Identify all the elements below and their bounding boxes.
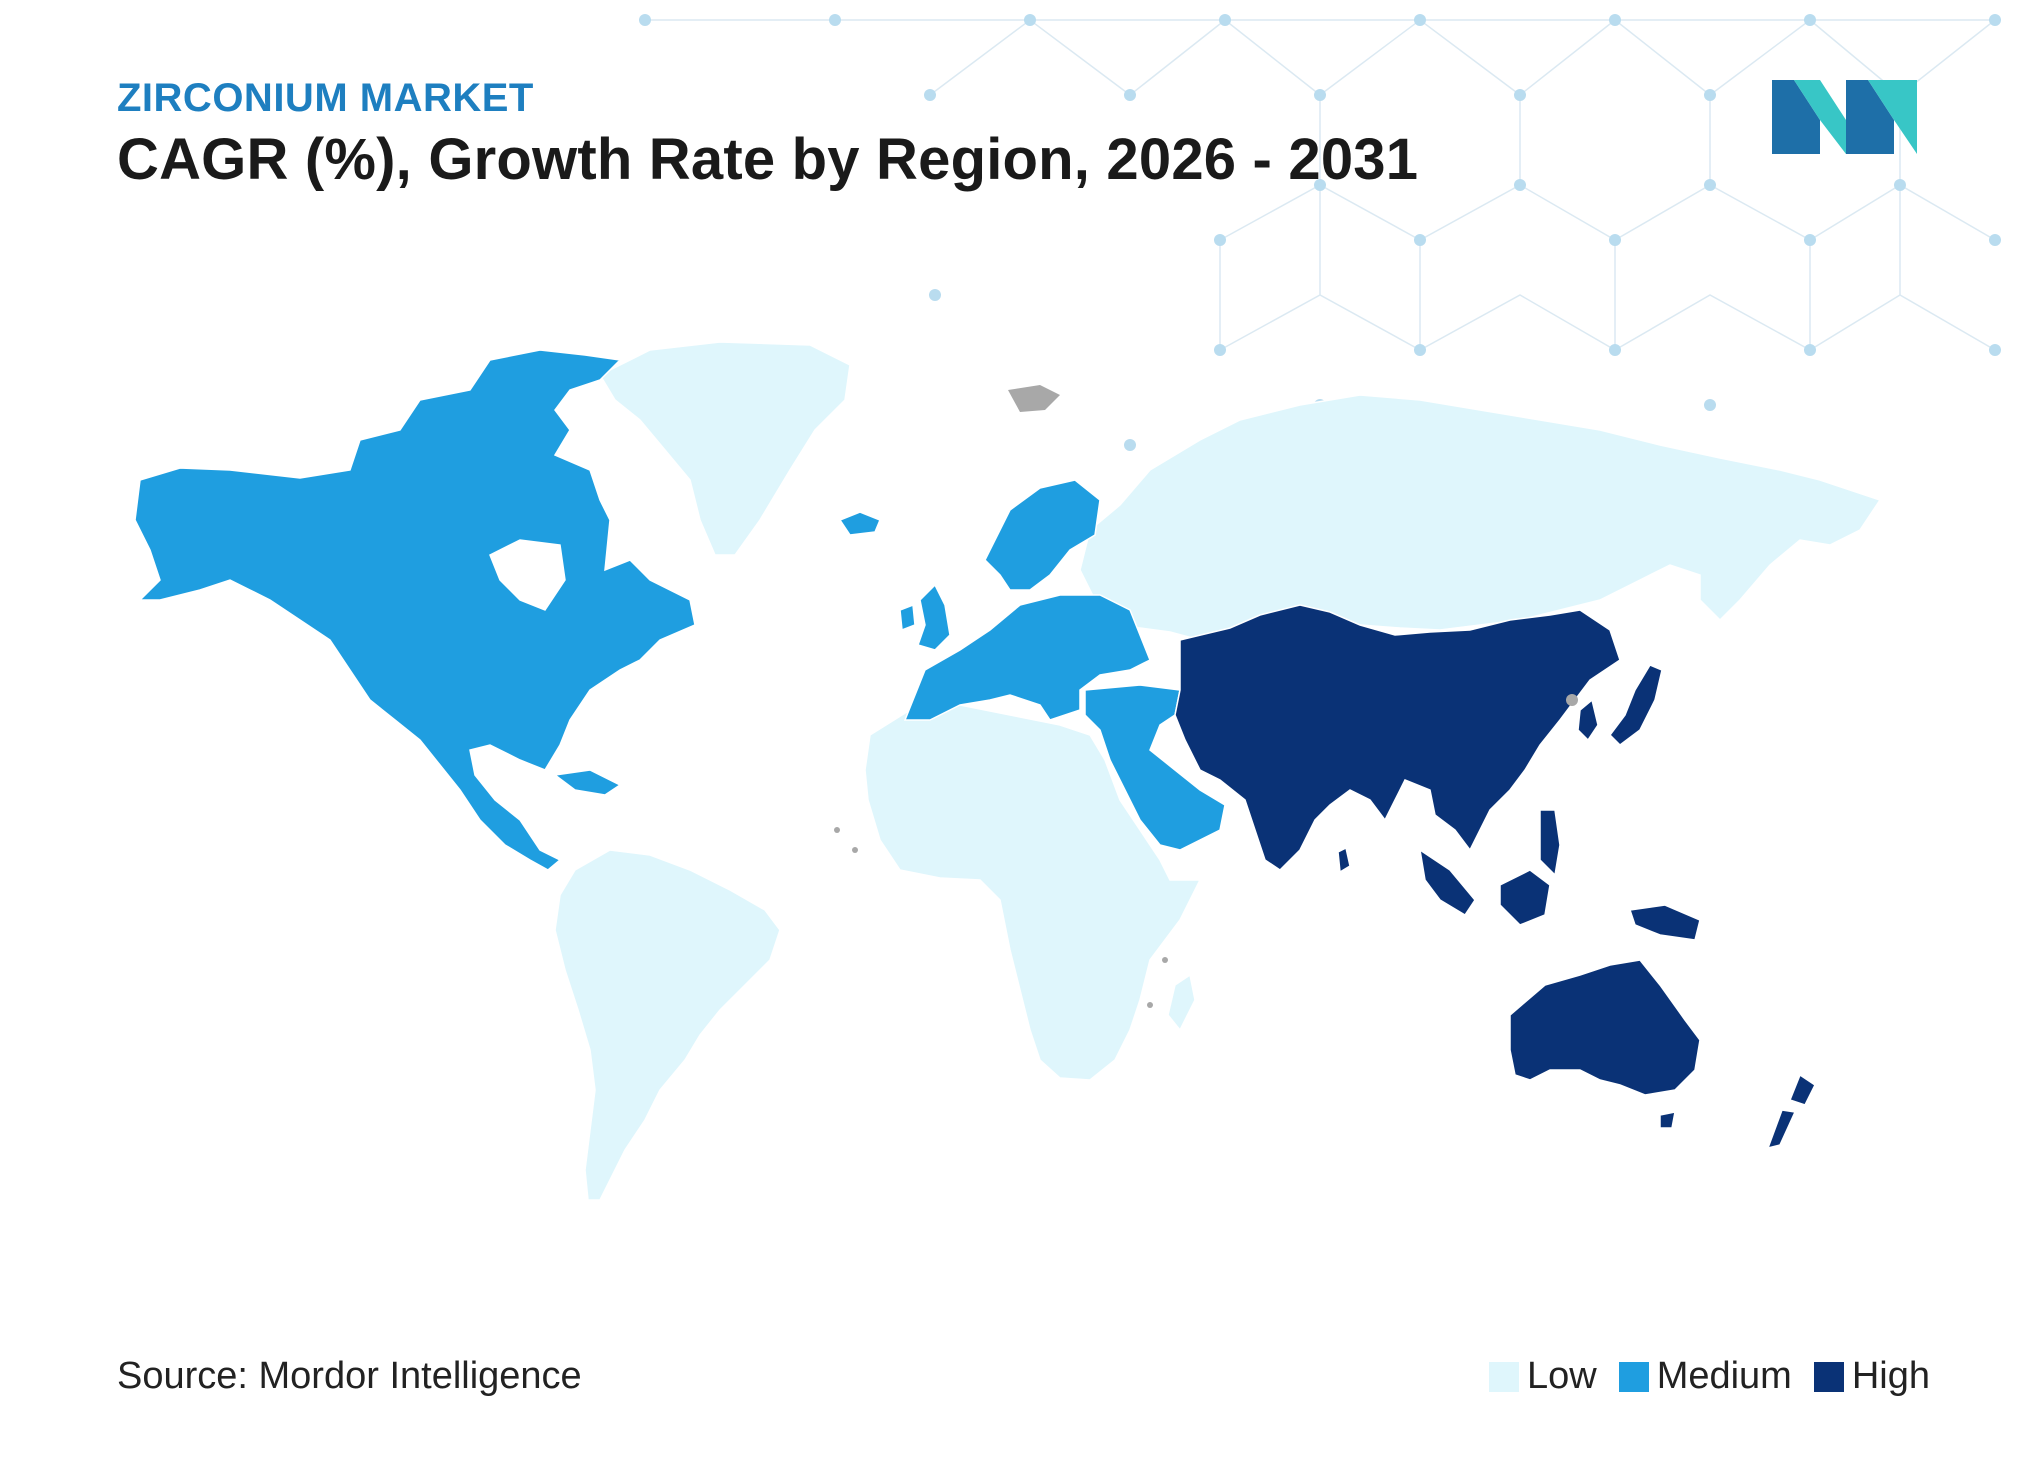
region-low <box>554 341 1882 1201</box>
russia <box>1079 394 1882 641</box>
region-medium <box>134 349 1226 871</box>
legend-label-medium: Medium <box>1656 1355 1792 1397</box>
madagascar <box>1167 973 1196 1032</box>
africa <box>864 704 1202 1081</box>
caribbean <box>553 769 622 796</box>
hudson-bay <box>489 539 566 611</box>
legend-label-high: High <box>1851 1355 1930 1397</box>
source-note: Source: Mordor Intelligence <box>117 1355 582 1397</box>
borneo <box>1499 869 1551 926</box>
legend-item-low: Low <box>1488 1355 1597 1398</box>
south-america <box>554 849 781 1201</box>
iceland <box>838 511 881 536</box>
decorative-dots <box>639 14 2001 451</box>
new-zealand-south <box>1766 1109 1797 1150</box>
scandinavia <box>984 479 1101 591</box>
mordor-logo-icon <box>1772 80 1917 154</box>
legend-label-low: Low <box>1526 1355 1597 1397</box>
indonesia <box>1418 848 1476 917</box>
new-zealand <box>1789 1073 1816 1106</box>
region-no-data <box>834 385 1578 1008</box>
legend-swatch-low <box>1488 1361 1519 1392</box>
svalbard <box>1008 385 1060 412</box>
market-eyebrow: ZIRCONIUM MARKET <box>117 76 534 120</box>
uk <box>917 583 951 651</box>
legend-item-medium: Medium <box>1618 1355 1792 1398</box>
legend-swatch-medium <box>1618 1361 1649 1392</box>
new-guinea <box>1629 904 1701 941</box>
asia <box>1174 604 1621 871</box>
tasmania <box>1659 1111 1676 1129</box>
legend: Low Medium High <box>1467 1355 1930 1398</box>
north-america <box>134 349 696 871</box>
greenland <box>598 341 851 556</box>
philippines <box>1539 809 1561 877</box>
chart-title: CAGR (%), Growth Rate by Region, 2026 - … <box>117 127 1419 192</box>
europe <box>903 594 1151 721</box>
japan <box>1609 664 1663 746</box>
korea <box>1577 698 1599 742</box>
ireland <box>899 603 916 632</box>
australia <box>1509 959 1701 1096</box>
region-high <box>1174 604 1816 1150</box>
decorative-network <box>640 19 1996 351</box>
legend-swatch-high <box>1813 1361 1844 1392</box>
legend-item-high: High <box>1813 1355 1930 1398</box>
sri-lanka <box>1337 846 1351 874</box>
